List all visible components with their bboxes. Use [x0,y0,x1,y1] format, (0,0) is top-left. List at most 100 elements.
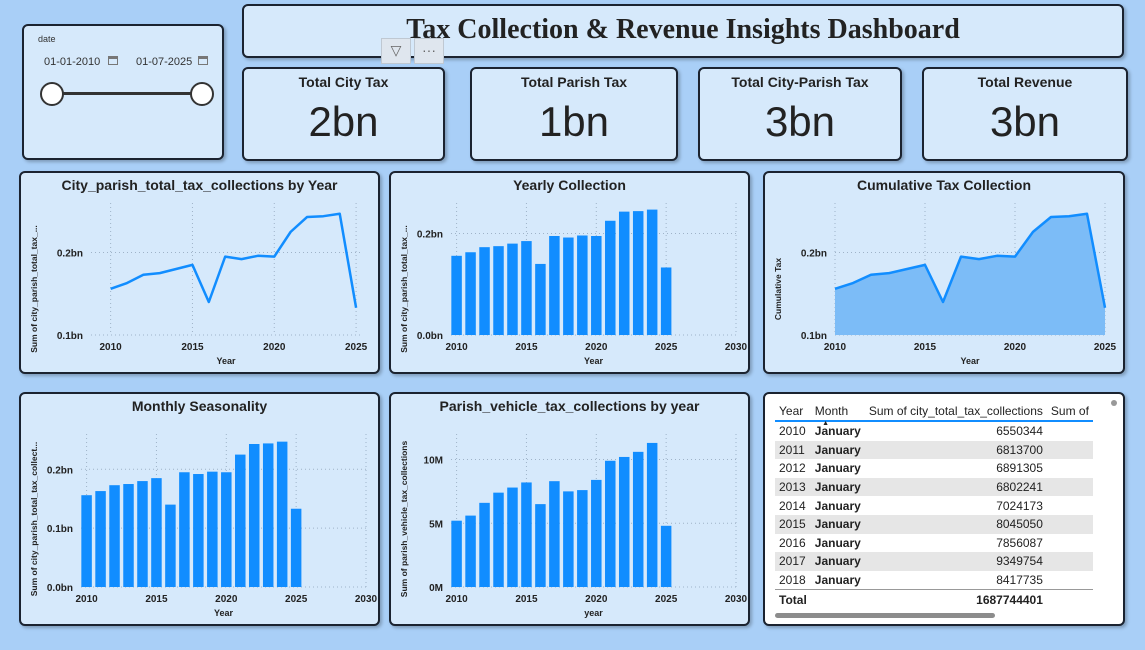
y-tick-label: 0.1bn [47,524,73,535]
bar [235,454,246,587]
bar-chart[interactable]: 0M 5M 10M 2010 2015 2020 2025 2030 year Sum of pa… [391,394,748,624]
kpi-title: Total City-Parish Tax [731,74,869,90]
cell-city-total: 8045050 [864,514,1047,534]
cell-month: January [814,461,861,476]
end-date[interactable]: 01-07-2025 [136,56,193,68]
bar [179,472,190,587]
x-axis-title: year [584,608,603,618]
total-spacer [1046,589,1093,608]
horizontal-scrollbar[interactable] [775,613,995,618]
bar [563,237,574,335]
table-row[interactable]: 2011 January 6813700 [775,440,1093,460]
table-row[interactable]: 2018 January 8417735 [775,571,1093,590]
table-viewport[interactable]: Year Month ▲ Sum of city_total_tax_collec… [775,402,1105,608]
y-tick-label: 0.2bn [417,229,443,240]
column-header-month[interactable]: Month ▲ [810,402,865,427]
table-row[interactable]: 2016 January 7856087 [775,534,1093,553]
area-fill [835,213,1105,335]
cell-year: 2018 [779,573,806,588]
column-header-sum-of[interactable]: Sum of [1046,402,1093,422]
bar [81,495,92,587]
slider-track[interactable] [52,92,202,95]
chart-title: Cumulative Tax Collection [857,177,1031,193]
x-axis-title: Year [214,608,234,618]
total-spacer [810,589,865,608]
cell-year: 2015 [775,514,811,534]
x-tick-label: 2025 [345,342,368,353]
bar [276,441,288,587]
cell-city-total: 7856087 [996,535,1043,550]
x-tick-label: 2025 [655,594,678,605]
bar [605,460,616,587]
column-header-city-total[interactable]: Sum of city_total_tax_collections [864,402,1047,422]
kpi-value: 2bn [308,98,379,145]
bar [632,451,644,587]
x-tick-label: 2030 [355,594,378,605]
table-body: 2010 January 6550344 2011 January 6813700 2012… [775,421,1093,608]
y-tick-label: 5M [429,519,443,530]
vertical-scrollbar[interactable] [1111,400,1117,406]
table-row[interactable]: 2017 January 9349754 [775,552,1093,571]
table-row[interactable]: 2014 January 7024173 [775,496,1093,515]
bar [507,487,518,587]
sort-asc-icon: ▲ [822,420,830,427]
start-date[interactable]: 01-01-2010 [44,56,101,68]
bar [549,236,560,335]
bar [521,482,532,587]
date-slicer[interactable]: date 01-01-2010 01-07-2025 [22,24,224,160]
x-tick-label: 2010 [824,342,847,353]
column-header-year[interactable]: Year [775,402,811,422]
cell-sum-of [1047,421,1093,441]
cell-year: 2016 [779,535,806,550]
more-options-icon[interactable]: ··· [414,38,444,64]
bar [591,236,602,335]
cell-month: January [814,535,861,550]
bar-chart[interactable]: 0.0bn 0.1bn 0.2bn 2010 2015 2020 2025 2030 Year S… [21,394,378,624]
table-row[interactable]: 2015 January 8045050 [775,514,1093,534]
bar-chart[interactable]: 0.0bn 0.2bn 2010 2015 2020 2025 2030 Year Sum of… [391,173,748,372]
line-chart[interactable]: 0.1bn 0.2bn 2010 2015 2020 2025 Year Sum of cit… [21,173,378,372]
calendar-icon[interactable] [198,56,208,65]
bar [618,456,630,587]
column-header-month-label: Month [814,404,849,418]
slider-start-handle[interactable] [40,82,64,106]
y-tick-label: 0.1bn [57,331,83,342]
bar [660,267,672,335]
bar [577,235,588,335]
cell-month: January [810,477,865,497]
table-row[interactable]: 2012 January 6891305 [775,459,1093,478]
table-card: Year Month ▲ Sum of city_total_tax_collec… [763,392,1125,626]
bar [262,443,274,587]
y-tick-label: 0.2bn [57,249,83,260]
x-tick-label: 2010 [100,342,123,353]
bar [660,525,672,587]
x-tick-label: 2020 [263,342,286,353]
table-row[interactable]: 2013 January 6802241 [775,477,1093,497]
table-row[interactable]: 2010 January 6550344 [775,421,1093,441]
x-tick-label: 2015 [515,342,538,353]
cell-city-total: 6813700 [864,440,1047,460]
y-axis-title: Sum of parish_vehicle_tax_collections [399,441,409,598]
kpi-card-total-parish-tax: Total Parish Tax 1bn [470,67,678,161]
bar [646,209,658,335]
slider-end-handle[interactable] [190,82,214,106]
kpi-value: 3bn [989,98,1061,145]
x-tick-label: 2015 [181,342,204,353]
bar [451,520,462,587]
filter-icon[interactable]: ▽ [381,38,411,64]
cell-sum-of [1047,571,1093,590]
cell-sum-of [1047,496,1093,515]
cell-city-total: 8417735 [996,573,1043,588]
bar [290,508,302,587]
cell-year: 2011 [775,440,811,460]
cell-city-total: 7024173 [996,498,1043,513]
x-tick-label: 2030 [725,594,748,605]
x-tick-label: 2025 [655,342,678,353]
series-line [110,212,358,308]
chart-card-monthly-seasonality: Monthly Seasonality 0.0bn 0.1bn 0.2bn 2010 2… [19,392,380,626]
cell-month: January [814,498,861,513]
calendar-icon[interactable] [108,56,118,65]
cell-sum-of [1046,552,1093,571]
x-tick-label: 2010 [445,342,468,353]
